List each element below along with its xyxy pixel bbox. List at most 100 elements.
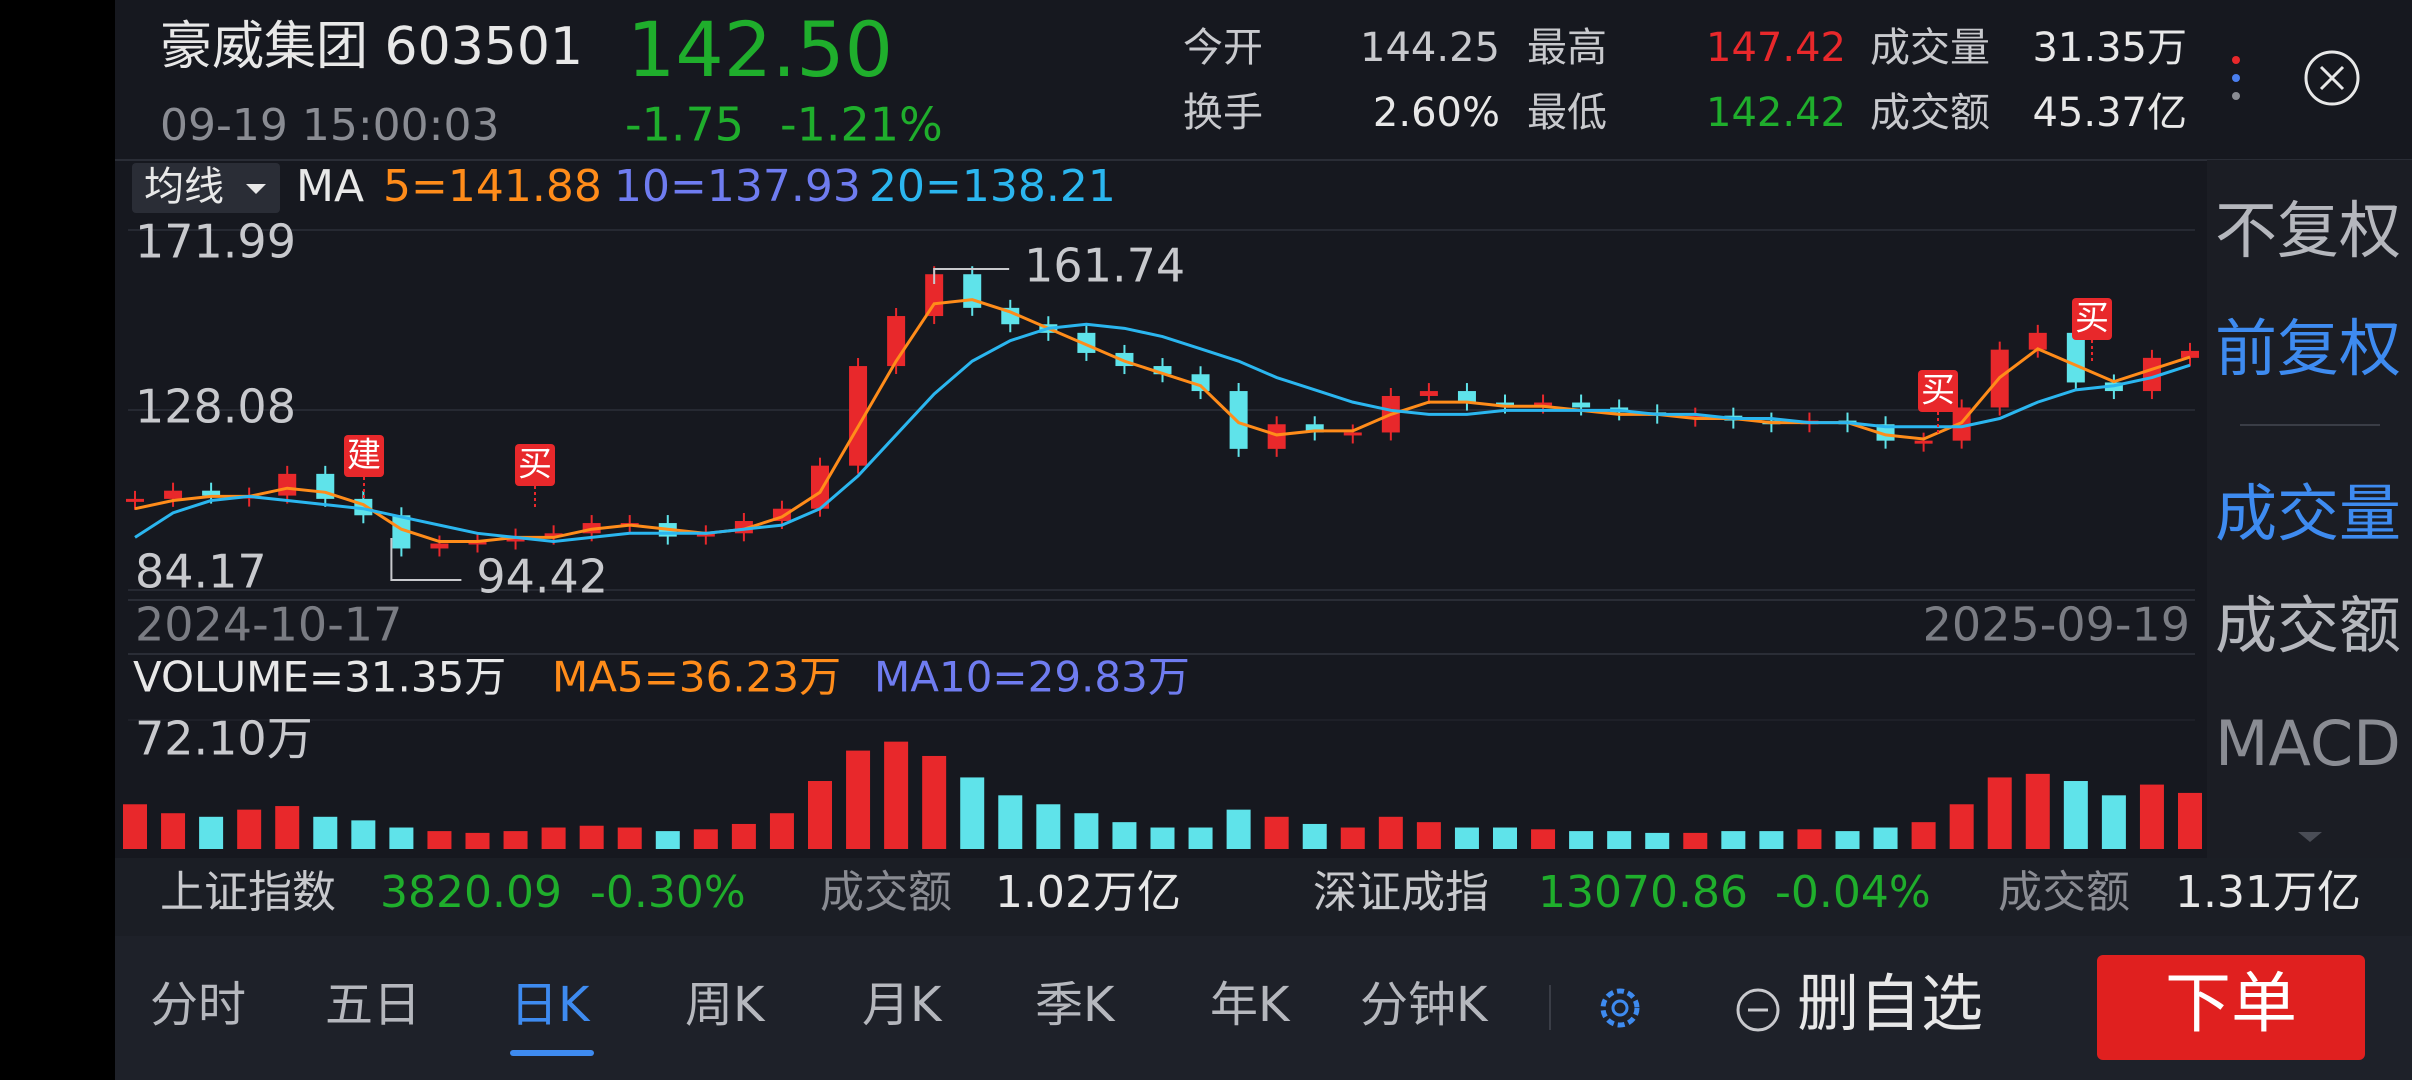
side-option[interactable]: MACD xyxy=(2215,707,2401,780)
volume-bar xyxy=(846,750,871,849)
close-circle xyxy=(2304,50,2360,106)
gear-inner xyxy=(1611,999,1629,1017)
volume-bar xyxy=(731,823,756,849)
volume-bar xyxy=(427,831,452,849)
signal-label: 建 xyxy=(347,436,381,476)
tab[interactable]: 分钟K xyxy=(1360,977,1489,1033)
volume-bar xyxy=(2063,781,2088,849)
side-option[interactable]: 不复权 xyxy=(2215,194,2401,267)
settings-button[interactable] xyxy=(1600,988,1640,1028)
tab-bar xyxy=(115,936,2412,1080)
candle xyxy=(164,490,183,499)
index-bar xyxy=(115,858,2412,936)
ma-selector[interactable]: 均线 xyxy=(132,163,280,213)
candle xyxy=(2028,332,2047,350)
volume-bar xyxy=(1569,831,1594,849)
volume-bar xyxy=(1416,822,1441,849)
volume-bar xyxy=(389,827,414,849)
order-button[interactable]: 下单 xyxy=(2097,955,2365,1060)
volume-bar xyxy=(2025,773,2050,849)
candle xyxy=(1153,366,1172,375)
dot xyxy=(2232,74,2240,82)
tab[interactable]: 季K xyxy=(1035,977,1116,1033)
volume-bar xyxy=(1302,823,1327,849)
stat-value: 144.25 xyxy=(1360,25,1500,71)
candle xyxy=(1496,402,1514,406)
volume-label: VOLUME=31.35万 xyxy=(133,653,506,702)
more-menu[interactable] xyxy=(2232,56,2240,100)
volume-bar xyxy=(1721,831,1746,849)
stat-value: 2.60% xyxy=(1373,90,1500,136)
low-label: 94.42 xyxy=(476,549,608,603)
volume-chart: 72.10万 xyxy=(123,712,2202,849)
amount-value: 1.31万亿 xyxy=(2175,867,2361,918)
watchlist-button[interactable]: 删自选 xyxy=(1736,967,1983,1040)
dot xyxy=(2232,56,2240,64)
selector-box xyxy=(132,163,280,213)
candle xyxy=(1343,432,1362,436)
volume-bar xyxy=(2101,795,2126,849)
volume-bar xyxy=(922,755,947,849)
volume-bar xyxy=(617,827,642,849)
candle xyxy=(2066,332,2085,383)
gear-outer xyxy=(1600,988,1640,1028)
index-value: 3820.09 xyxy=(380,867,562,918)
side-option[interactable]: 前复权 xyxy=(2215,312,2401,385)
end-date: 2025-09-19 xyxy=(1923,598,2190,652)
close-x xyxy=(2319,65,2345,91)
candle xyxy=(1267,424,1286,449)
dot xyxy=(2232,92,2240,100)
candle xyxy=(1229,391,1248,449)
stat-value: 31.35万 xyxy=(2032,25,2187,71)
index-name: 深证成指 xyxy=(1313,867,1489,918)
volume-bar xyxy=(313,816,338,849)
tab[interactable]: 日K xyxy=(510,977,591,1033)
tab-underline xyxy=(510,1050,594,1056)
side-option[interactable]: 成交额 xyxy=(2215,589,2401,662)
tab[interactable]: 五日 xyxy=(325,977,421,1033)
volume-bar xyxy=(1987,777,2012,849)
close-button[interactable] xyxy=(2304,50,2360,106)
tab[interactable]: 分时 xyxy=(150,977,246,1033)
volume-bar xyxy=(1683,832,1708,849)
index-name: 上证指数 xyxy=(160,867,336,918)
candle xyxy=(506,536,525,542)
volume-bar xyxy=(1607,831,1632,849)
stat-value: 45.37亿 xyxy=(2032,90,2187,136)
candle xyxy=(1419,391,1438,396)
side-panel xyxy=(2207,160,2412,858)
volume-bar xyxy=(769,813,794,849)
volume-bar xyxy=(1226,809,1251,849)
stat-label: 成交量 xyxy=(1870,25,1990,71)
candle xyxy=(2181,350,2199,358)
y-tick-label: 84.17 xyxy=(135,545,267,599)
volume-bar xyxy=(1531,829,1556,849)
order-label: 下单 xyxy=(2165,965,2297,1042)
volume-bar xyxy=(579,825,604,849)
volume-bar xyxy=(237,809,262,849)
volume-bar xyxy=(161,813,186,849)
volume-bar xyxy=(884,741,909,849)
tab[interactable]: 月K xyxy=(862,977,943,1033)
volume-bar xyxy=(541,827,566,849)
volume-bar xyxy=(1188,827,1213,849)
tab[interactable]: 年K xyxy=(1210,977,1291,1033)
volume-bar xyxy=(2178,792,2202,849)
signal-badge xyxy=(2072,298,2112,340)
volume-bar xyxy=(1150,827,1175,849)
ma-label: 5=141.88 xyxy=(383,161,602,212)
candle xyxy=(925,274,944,317)
amount-label: 成交额 xyxy=(1998,867,2130,918)
tabs: 分时 五日 日K 周K 月K 季K 年K 分钟K xyxy=(150,977,1489,1056)
quote-time: 09-19 15:00:03 xyxy=(160,100,499,151)
candle xyxy=(1457,391,1476,403)
start-date: 2024-10-17 xyxy=(135,598,402,652)
tab[interactable]: 周K xyxy=(685,977,766,1033)
ma-line xyxy=(134,322,2191,544)
volume-bar xyxy=(1112,822,1137,849)
side-option[interactable]: 成交量 xyxy=(2215,477,2401,550)
candle xyxy=(1572,402,1591,408)
stat-value: 147.42 xyxy=(1706,25,1846,71)
